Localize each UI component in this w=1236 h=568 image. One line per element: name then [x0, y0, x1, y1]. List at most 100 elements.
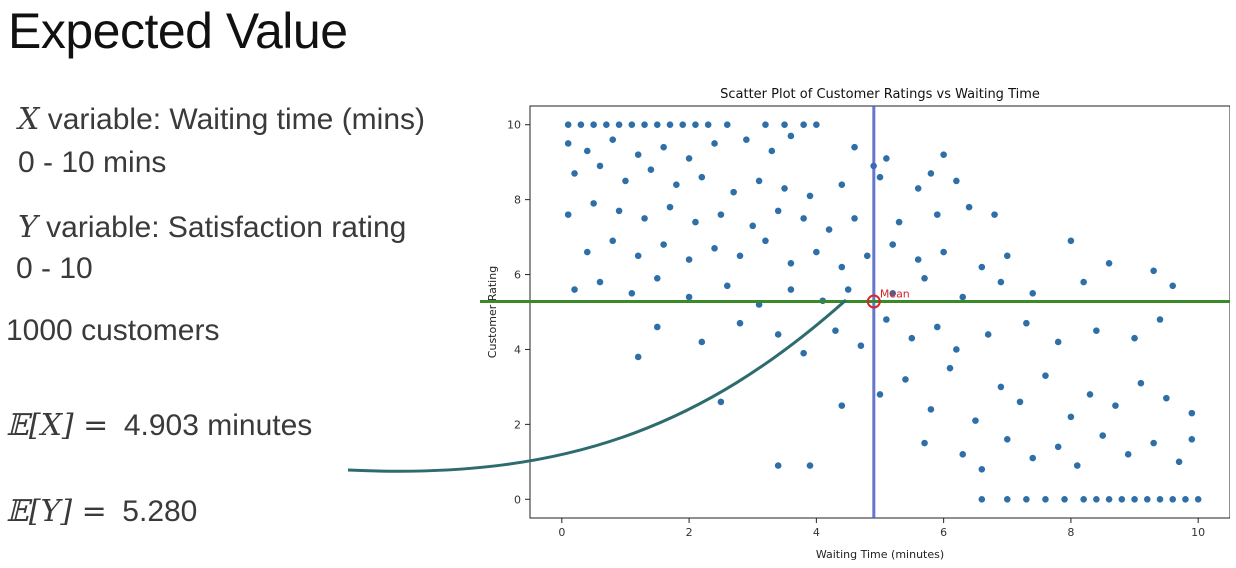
chart-title: Scatter Plot of Customer Ratings vs Wait… — [720, 87, 1040, 102]
data-point — [1137, 379, 1145, 388]
data-point — [640, 120, 649, 129]
x-tick-label: 10 — [1191, 526, 1205, 539]
data-point — [672, 180, 681, 189]
expected-x-value: 4.903 minutes — [123, 409, 313, 442]
data-point — [977, 465, 986, 474]
data-point — [615, 120, 623, 129]
data-point — [990, 210, 999, 219]
data-point — [1168, 495, 1177, 504]
data-point — [723, 281, 732, 290]
data-point — [570, 169, 579, 178]
data-point — [1054, 338, 1063, 346]
data-point — [850, 143, 859, 152]
data-point — [888, 289, 897, 298]
data-point — [653, 120, 662, 129]
data-point — [914, 255, 923, 264]
data-point — [933, 210, 942, 219]
data-point — [602, 120, 611, 129]
data-point — [971, 416, 980, 425]
data-point — [608, 135, 617, 144]
data-point — [1143, 495, 1152, 504]
data-point — [1168, 281, 1177, 290]
data-point — [736, 251, 744, 260]
data-point — [634, 150, 643, 159]
y-axis-label: Customer Rating — [486, 266, 499, 358]
data-point — [577, 120, 585, 129]
slide-title: Expected Value — [8, 3, 348, 59]
data-point — [767, 147, 776, 155]
data-point — [895, 218, 903, 227]
data-point — [717, 210, 725, 219]
data-point — [761, 236, 770, 245]
data-point — [958, 293, 967, 301]
data-point — [876, 173, 884, 182]
data-point — [583, 248, 592, 256]
data-point — [615, 206, 623, 215]
ticks-layer: 0 2 4 6 8 10 0 2 4 6 8 10 — [507, 119, 1205, 539]
data-point — [691, 218, 700, 227]
y-tick-label: 2 — [514, 418, 521, 431]
data-point — [596, 278, 604, 286]
data-point — [729, 188, 738, 197]
data-point — [691, 120, 700, 129]
data-point — [589, 120, 598, 129]
mean-marker — [866, 294, 881, 309]
data-point — [1028, 289, 1037, 298]
data-point — [977, 263, 986, 271]
data-point — [1187, 409, 1196, 418]
data-point — [1187, 435, 1196, 444]
data-point — [844, 285, 853, 294]
data-point — [946, 364, 954, 373]
data-point — [717, 397, 725, 406]
data-point — [755, 177, 763, 185]
data-point — [748, 221, 757, 230]
data-point — [774, 206, 783, 215]
points-layer — [564, 120, 1203, 504]
data-point — [627, 120, 636, 129]
x-tick-label: 8 — [1067, 526, 1074, 539]
data-point — [965, 203, 973, 212]
data-point — [710, 139, 719, 148]
y-variable-line: Y variable: Satisfaction rating — [18, 210, 406, 245]
data-point — [685, 255, 693, 264]
data-point — [634, 251, 643, 260]
data-point — [1175, 457, 1183, 466]
data-point — [653, 274, 662, 283]
data-point — [799, 214, 808, 223]
x-variable-line: X variable: Waiting time (mins) — [18, 102, 425, 137]
data-point — [1079, 495, 1088, 504]
data-point — [1022, 495, 1031, 504]
data-point — [780, 120, 789, 129]
data-point — [774, 330, 783, 339]
data-point — [850, 214, 859, 223]
y-tick-label: 8 — [514, 194, 521, 207]
data-point — [997, 383, 1005, 391]
data-point — [666, 120, 674, 129]
data-point — [659, 143, 668, 152]
data-point — [876, 390, 884, 399]
mean-label: Mean — [880, 288, 910, 301]
data-point — [1156, 495, 1164, 504]
data-point — [742, 135, 751, 144]
data-point — [863, 251, 872, 260]
data-point — [787, 132, 795, 140]
data-point — [583, 147, 592, 155]
data-point — [1041, 495, 1050, 504]
data-point — [1073, 461, 1082, 470]
data-point — [1117, 495, 1126, 504]
data-point — [787, 285, 795, 294]
data-point — [837, 180, 846, 189]
data-point — [1092, 495, 1101, 504]
y-variable-text: variable: Satisfaction rating — [37, 211, 407, 244]
data-point — [914, 184, 923, 193]
data-point — [1028, 454, 1037, 462]
x-variable-text: variable: Waiting time (mins) — [39, 103, 426, 136]
data-point — [685, 154, 693, 163]
data-point — [608, 236, 617, 245]
data-point — [710, 244, 719, 253]
data-point — [627, 289, 636, 298]
data-point — [1111, 401, 1120, 410]
data-point — [901, 375, 910, 384]
data-point — [927, 405, 935, 414]
expected-x-lhs: 𝔼[X] = — [6, 408, 118, 443]
